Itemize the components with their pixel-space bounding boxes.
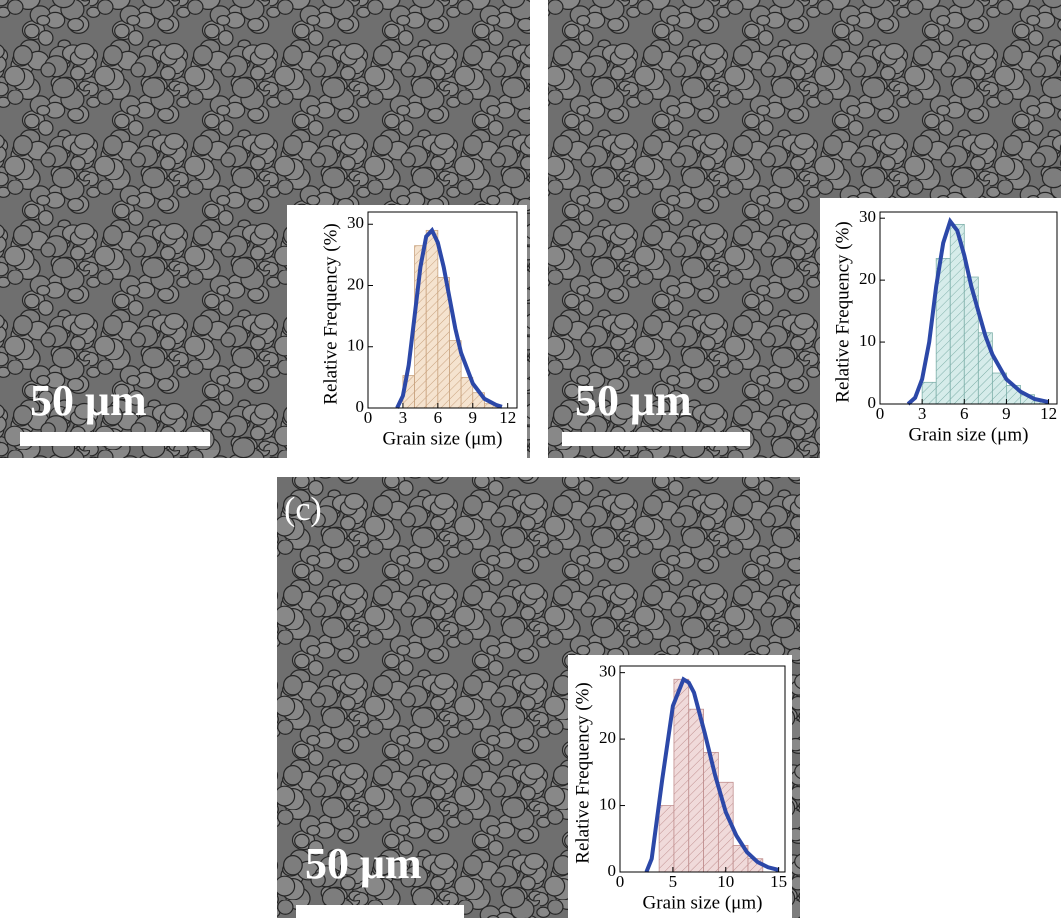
histogram-bar xyxy=(921,381,937,405)
x-tick-label: 12 xyxy=(1040,404,1057,423)
x-tick-label: 12 xyxy=(499,408,516,427)
x-tick-label: 15 xyxy=(770,872,787,891)
y-axis-label: Relative Frequency (%) xyxy=(572,682,593,863)
x-axis-label: Grain size (μm) xyxy=(643,892,763,913)
y-tick-label: 0 xyxy=(868,393,877,412)
scale-label: 50 μm xyxy=(575,376,692,425)
plot-frame xyxy=(879,211,1058,405)
x-axis-label: Grain size (μm) xyxy=(383,428,503,449)
histogram-bar xyxy=(688,708,704,873)
x-tick-label: 0 xyxy=(364,408,373,427)
histogram-bar xyxy=(963,276,979,405)
fit-curve xyxy=(906,217,1050,406)
histogram-bar xyxy=(658,805,675,873)
y-tick-label: 0 xyxy=(356,397,365,416)
y-tick-label: 20 xyxy=(859,269,876,288)
x-tick-label: 3 xyxy=(399,408,408,427)
y-tick-label: 0 xyxy=(608,861,617,880)
inset-background xyxy=(287,205,527,458)
y-tick-label: 20 xyxy=(347,274,364,293)
x-tick-label: 6 xyxy=(434,408,443,427)
fit-curve xyxy=(395,226,503,409)
x-tick-label: 3 xyxy=(918,404,927,423)
histogram-bar xyxy=(425,229,439,409)
y-axis-label: Relative Frequency (%) xyxy=(832,221,853,402)
x-tick-label: 5 xyxy=(669,872,678,891)
scale-label: 50 μm xyxy=(30,376,147,425)
x-tick-label: 0 xyxy=(616,872,625,891)
histogram-bar xyxy=(673,678,690,873)
y-tick-label: 10 xyxy=(859,331,876,350)
x-tick-label: 9 xyxy=(1002,404,1011,423)
y-tick-label: 20 xyxy=(599,728,616,747)
plot-frame xyxy=(619,665,786,873)
y-tick-label: 10 xyxy=(347,336,364,355)
fit-curve xyxy=(644,676,780,873)
scale-bar xyxy=(296,905,464,918)
x-tick-label: 6 xyxy=(960,404,969,423)
y-tick-label: 10 xyxy=(599,794,616,813)
x-tick-label: 10 xyxy=(717,872,734,891)
panel-label: (c) xyxy=(284,491,322,528)
plot-frame xyxy=(367,211,518,409)
y-tick-label: 30 xyxy=(859,207,876,226)
x-tick-label: 0 xyxy=(876,404,885,423)
scale-bar xyxy=(562,432,750,446)
scale-bar xyxy=(20,432,210,446)
histogram-bar xyxy=(703,751,719,873)
scale-label: 50 μm xyxy=(305,839,422,888)
x-tick-label: 9 xyxy=(469,408,478,427)
y-tick-label: 30 xyxy=(599,662,616,681)
y-axis-label: Relative Frequency (%) xyxy=(320,223,341,404)
x-axis-label: Grain size (μm) xyxy=(909,424,1029,445)
y-tick-label: 30 xyxy=(347,213,364,232)
